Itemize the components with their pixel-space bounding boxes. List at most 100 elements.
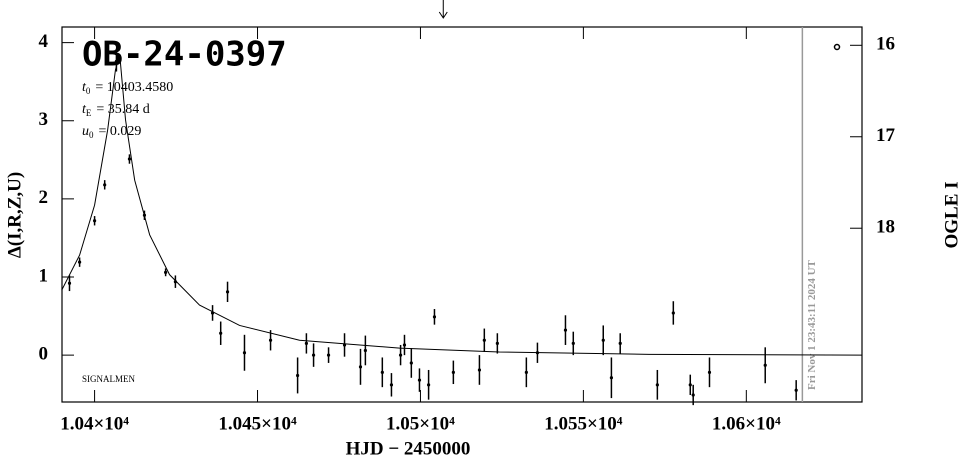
data-point: [92, 216, 97, 226]
data-point: [609, 357, 614, 399]
point: [601, 338, 605, 342]
note: SIGNALMEN: [82, 374, 135, 384]
data-point: [707, 357, 712, 388]
point: [426, 383, 431, 387]
param-symbol: u: [82, 124, 89, 139]
data-point: [432, 309, 437, 325]
x-axis-label: HJD − 2450000: [346, 438, 471, 459]
point: [326, 353, 331, 357]
point: [304, 341, 308, 346]
point: [225, 290, 230, 294]
y-tick-label: 3: [39, 109, 49, 130]
data-point: [495, 333, 499, 354]
y2-tick-label: 16: [876, 34, 895, 55]
data-point: [763, 347, 767, 384]
data-point: [451, 360, 455, 385]
model-curve: [61, 54, 863, 356]
point: [363, 348, 367, 353]
point: [707, 370, 712, 374]
y-tick-label: 2: [39, 187, 49, 208]
y2-axis-label: OGLE I: [941, 181, 962, 248]
point: [482, 338, 486, 342]
data-point: [103, 180, 107, 190]
point: [402, 343, 407, 347]
data-point: [524, 357, 528, 388]
fit-parameter: tE = 35.84 d: [82, 102, 150, 118]
data-point: [363, 335, 367, 366]
point: [268, 338, 273, 342]
marker-arrow: [438, 0, 448, 19]
data-point: [127, 154, 132, 164]
data-point: [296, 357, 300, 394]
data-point: [380, 357, 384, 388]
data-point: [326, 347, 331, 363]
chart-title: OB-24-0397: [82, 35, 287, 75]
data-point: [311, 343, 316, 367]
point: [671, 311, 675, 315]
point: [77, 260, 82, 264]
y-axis-label: Δ(I,R,Z,U): [4, 172, 25, 258]
data-point: [655, 369, 659, 400]
point: [794, 388, 798, 392]
point: [67, 281, 72, 285]
data-point: [342, 333, 347, 357]
data-point: [688, 374, 692, 395]
point: [409, 361, 413, 365]
x-tick-label: 1.06×10⁴: [712, 413, 781, 434]
data-point: [219, 321, 223, 345]
data-point: [77, 257, 82, 267]
x-tick-label: 1.05×10⁴: [386, 413, 455, 434]
data-point: [794, 380, 798, 401]
data-point: [671, 301, 675, 325]
point: [477, 368, 482, 372]
point: [451, 370, 455, 374]
param-subscript: 0: [86, 86, 91, 96]
x-tick-label: 1.04×10⁴: [60, 413, 129, 434]
param-value: = 10403.4580: [95, 80, 173, 95]
fit-parameter: t0 = 10403.4580: [82, 80, 173, 96]
point: [609, 376, 614, 380]
point: [389, 383, 394, 387]
now-label: Fri Nov 1 23:43:11 2024 UT: [806, 259, 818, 390]
point: [311, 353, 316, 357]
data-point: [482, 328, 486, 352]
point: [358, 365, 363, 369]
data-point: [358, 348, 363, 385]
point: [432, 315, 437, 319]
data-point: [426, 369, 431, 400]
point: [763, 363, 767, 367]
param-subscript: 0: [89, 130, 94, 140]
data-point: [389, 373, 394, 397]
point: [571, 341, 575, 346]
point: [92, 219, 97, 223]
point: [296, 373, 300, 378]
y-tick-label: 1: [39, 265, 49, 286]
data-point: [417, 368, 422, 392]
data-point: [691, 384, 695, 406]
x-tick-label: 1.055×10⁴: [544, 413, 623, 434]
data-point: [242, 334, 247, 371]
point: [524, 370, 528, 374]
y2-tick-label: 17: [876, 125, 896, 146]
param-value: = 0.029: [99, 124, 142, 139]
point: [398, 353, 403, 357]
point: [242, 351, 247, 355]
point: [618, 341, 622, 346]
data-point: [601, 325, 605, 356]
data-point: [618, 333, 622, 354]
data-point: [563, 315, 568, 345]
data-point: [164, 268, 168, 277]
data-point: [225, 281, 230, 302]
data-point: [210, 305, 215, 321]
y-tick-label: 4: [39, 31, 49, 52]
symbol: [833, 43, 841, 51]
y-tick-label: 0: [39, 343, 49, 364]
x-tick-label: 1.045×10⁴: [218, 413, 297, 434]
point: [688, 383, 692, 387]
point: [691, 393, 695, 397]
data-point: [409, 348, 413, 378]
param-value: = 35.84 d: [96, 102, 149, 117]
point: [103, 183, 107, 187]
data-point: [304, 333, 308, 354]
